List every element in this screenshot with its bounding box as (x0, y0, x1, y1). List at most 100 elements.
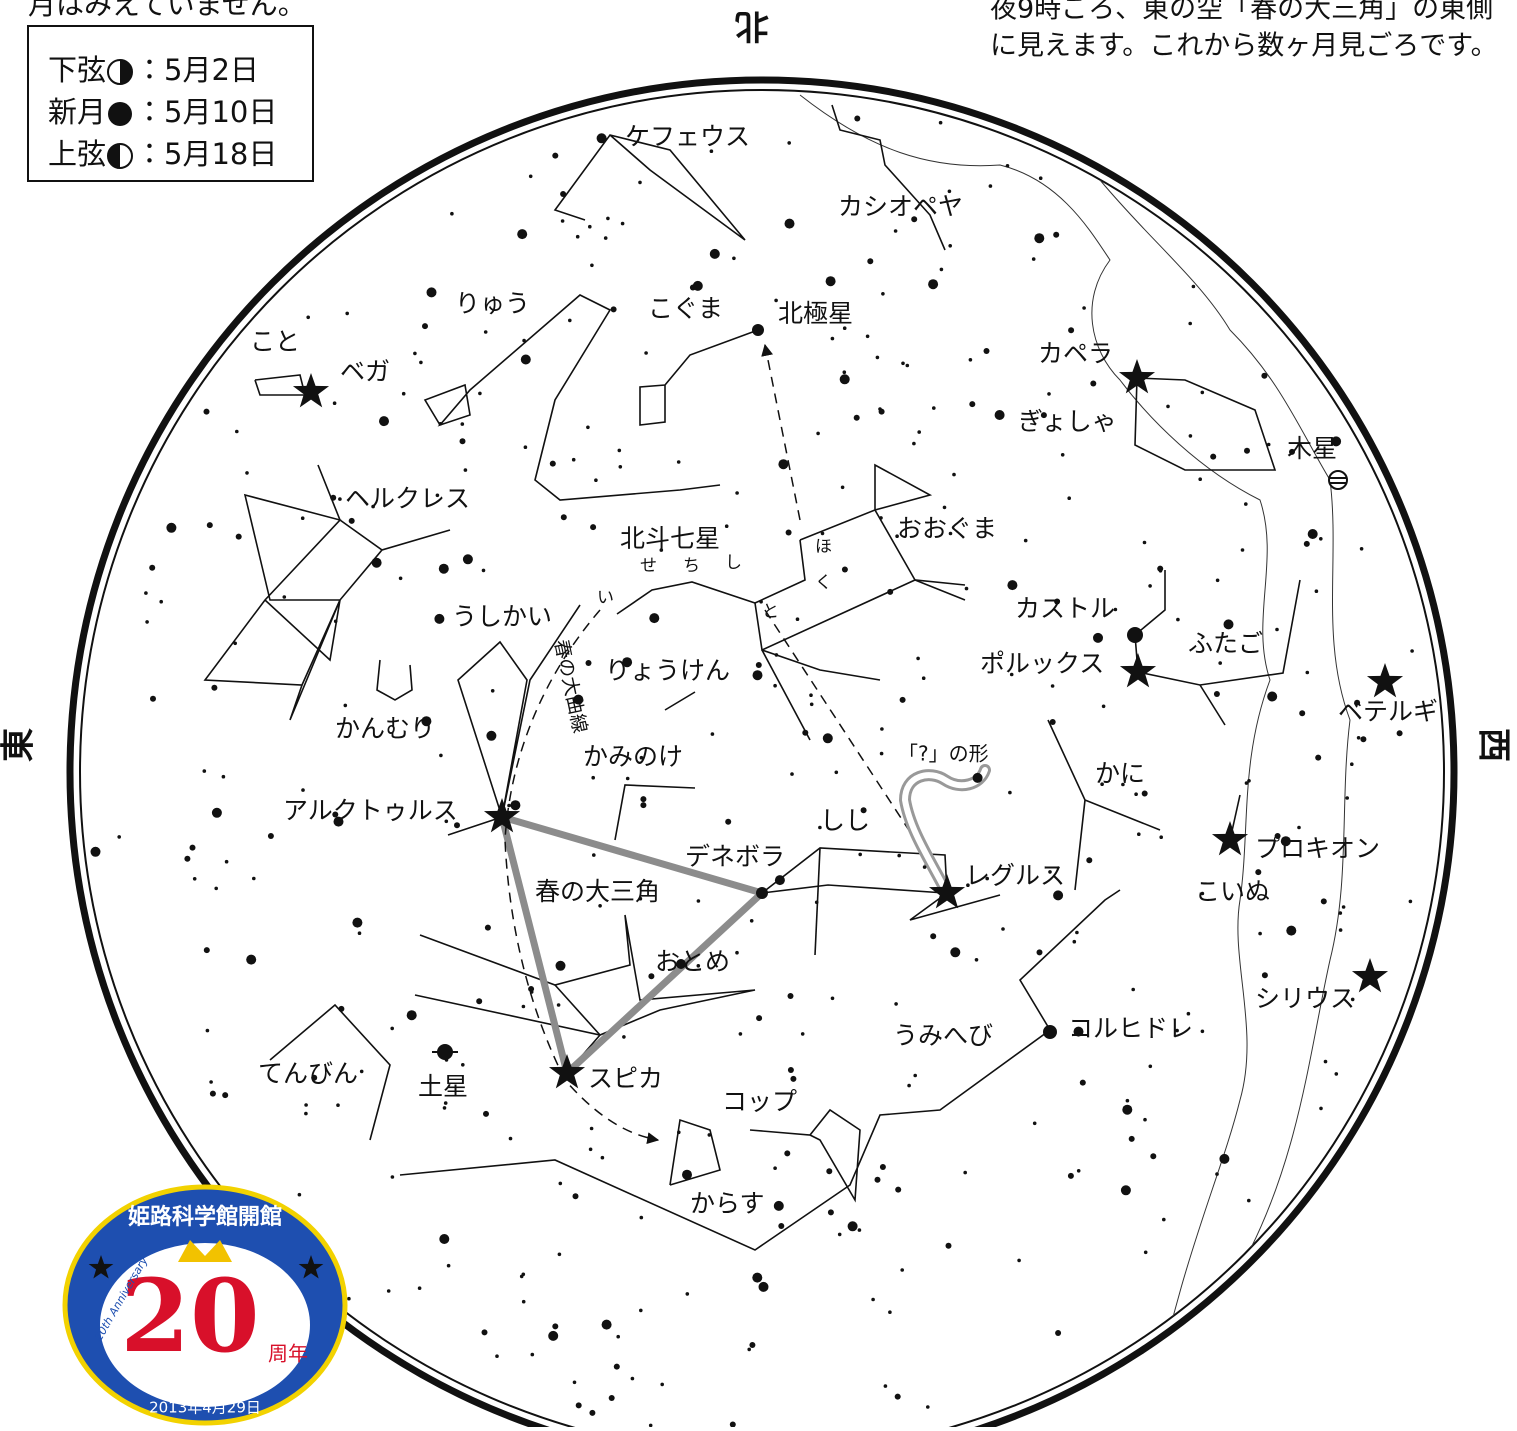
star-dot (739, 1032, 743, 1036)
star-dot (590, 264, 594, 268)
star-dot (894, 1002, 898, 1006)
moon-phase: 新月 (48, 95, 106, 129)
label: シリウス (1255, 984, 1355, 1013)
star-dot (336, 1103, 340, 1107)
star-dot (948, 244, 952, 248)
star-dot (788, 1067, 794, 1073)
star-dot (900, 697, 906, 703)
star-dot (304, 1112, 308, 1116)
label: コルヒドレ (1068, 1014, 1193, 1043)
star-dot (1033, 1122, 1037, 1126)
label: 春の大三角 (535, 877, 660, 906)
star-dot (644, 351, 648, 355)
star-dot (1149, 1065, 1153, 1069)
star-dot (1050, 719, 1056, 725)
star-dot (1150, 1153, 1156, 1159)
star-dot (358, 931, 362, 935)
label: く (815, 573, 832, 593)
star-dot (560, 191, 566, 197)
star-dot (522, 339, 526, 343)
star-dot (561, 219, 565, 223)
star-dot (682, 1170, 692, 1180)
star-dot (352, 918, 362, 928)
star-dot (816, 432, 820, 436)
star-dot (419, 361, 423, 365)
star-dot (461, 422, 465, 426)
star-dot (639, 1309, 643, 1313)
star-dot (917, 430, 921, 434)
star-dot (589, 1410, 595, 1416)
star-dot (995, 410, 1005, 420)
label: デネボラ (685, 842, 785, 871)
star-dot (894, 229, 898, 233)
star-dot (697, 899, 701, 903)
label: プロキオン (1255, 834, 1380, 863)
star-dot (618, 449, 622, 453)
star-dot (1006, 164, 1010, 168)
star-dot (418, 1286, 422, 1290)
label: ベガ (340, 357, 390, 386)
star-dot (614, 1364, 620, 1370)
star-dot (821, 532, 825, 536)
star-dot (880, 752, 884, 756)
star-dot (888, 1310, 892, 1314)
star-dot (1067, 496, 1071, 500)
star-dot (1075, 931, 1079, 935)
star-dot (774, 1201, 784, 1211)
star-dot (483, 1111, 489, 1117)
star-dot (1053, 232, 1059, 238)
star-dot (1350, 762, 1354, 766)
star-dot (786, 530, 792, 536)
star-dot (693, 281, 703, 291)
star-dot (1397, 730, 1403, 736)
star-dot (222, 775, 226, 779)
label: うしかい (452, 602, 552, 631)
label: りょうけん (605, 656, 730, 685)
label: 北斗七星 (620, 524, 720, 553)
star-dot (439, 564, 449, 574)
star-dot (478, 392, 482, 396)
star-dot (609, 1395, 615, 1401)
star-dot (552, 1323, 558, 1329)
star-dot (145, 620, 149, 624)
star-dot (1001, 927, 1005, 931)
star-dot (1034, 233, 1044, 243)
label: い (597, 588, 614, 608)
label: おおぐま (897, 514, 997, 543)
star-dot (790, 772, 794, 776)
star-dot (606, 217, 610, 221)
star-dot (1121, 1185, 1131, 1195)
star-dot (573, 1193, 579, 1199)
star-dot (1201, 391, 1205, 395)
label: ヘルクレス (345, 484, 470, 513)
star-dot (842, 567, 848, 573)
label: ケフェウス (625, 122, 750, 151)
star-dot (913, 1074, 917, 1078)
star-dot (529, 175, 533, 179)
star-dot (379, 416, 389, 426)
star-dot (732, 257, 736, 261)
star-dot (787, 141, 791, 145)
star-dot (626, 777, 630, 781)
star-dot (854, 116, 860, 122)
star-dot (710, 249, 720, 259)
star-dot (387, 1289, 391, 1293)
star-dot (1008, 791, 1012, 795)
star-dot (854, 415, 860, 421)
star-dot (212, 808, 222, 818)
star-dot (576, 235, 580, 239)
direction-west: 西 (1474, 728, 1514, 762)
star-dot (939, 121, 943, 125)
star-dot (589, 1148, 593, 1152)
label: かみのけ (583, 742, 683, 771)
star-dot (372, 558, 382, 568)
star-dot (1051, 684, 1055, 688)
star-dot (831, 337, 835, 341)
star-dot (592, 853, 596, 857)
star-dot (1166, 405, 1170, 409)
star-dot (333, 401, 337, 405)
star-dot (1360, 547, 1364, 551)
star-dot (950, 947, 960, 957)
star-dot (450, 212, 454, 216)
star-dot (1306, 671, 1310, 675)
